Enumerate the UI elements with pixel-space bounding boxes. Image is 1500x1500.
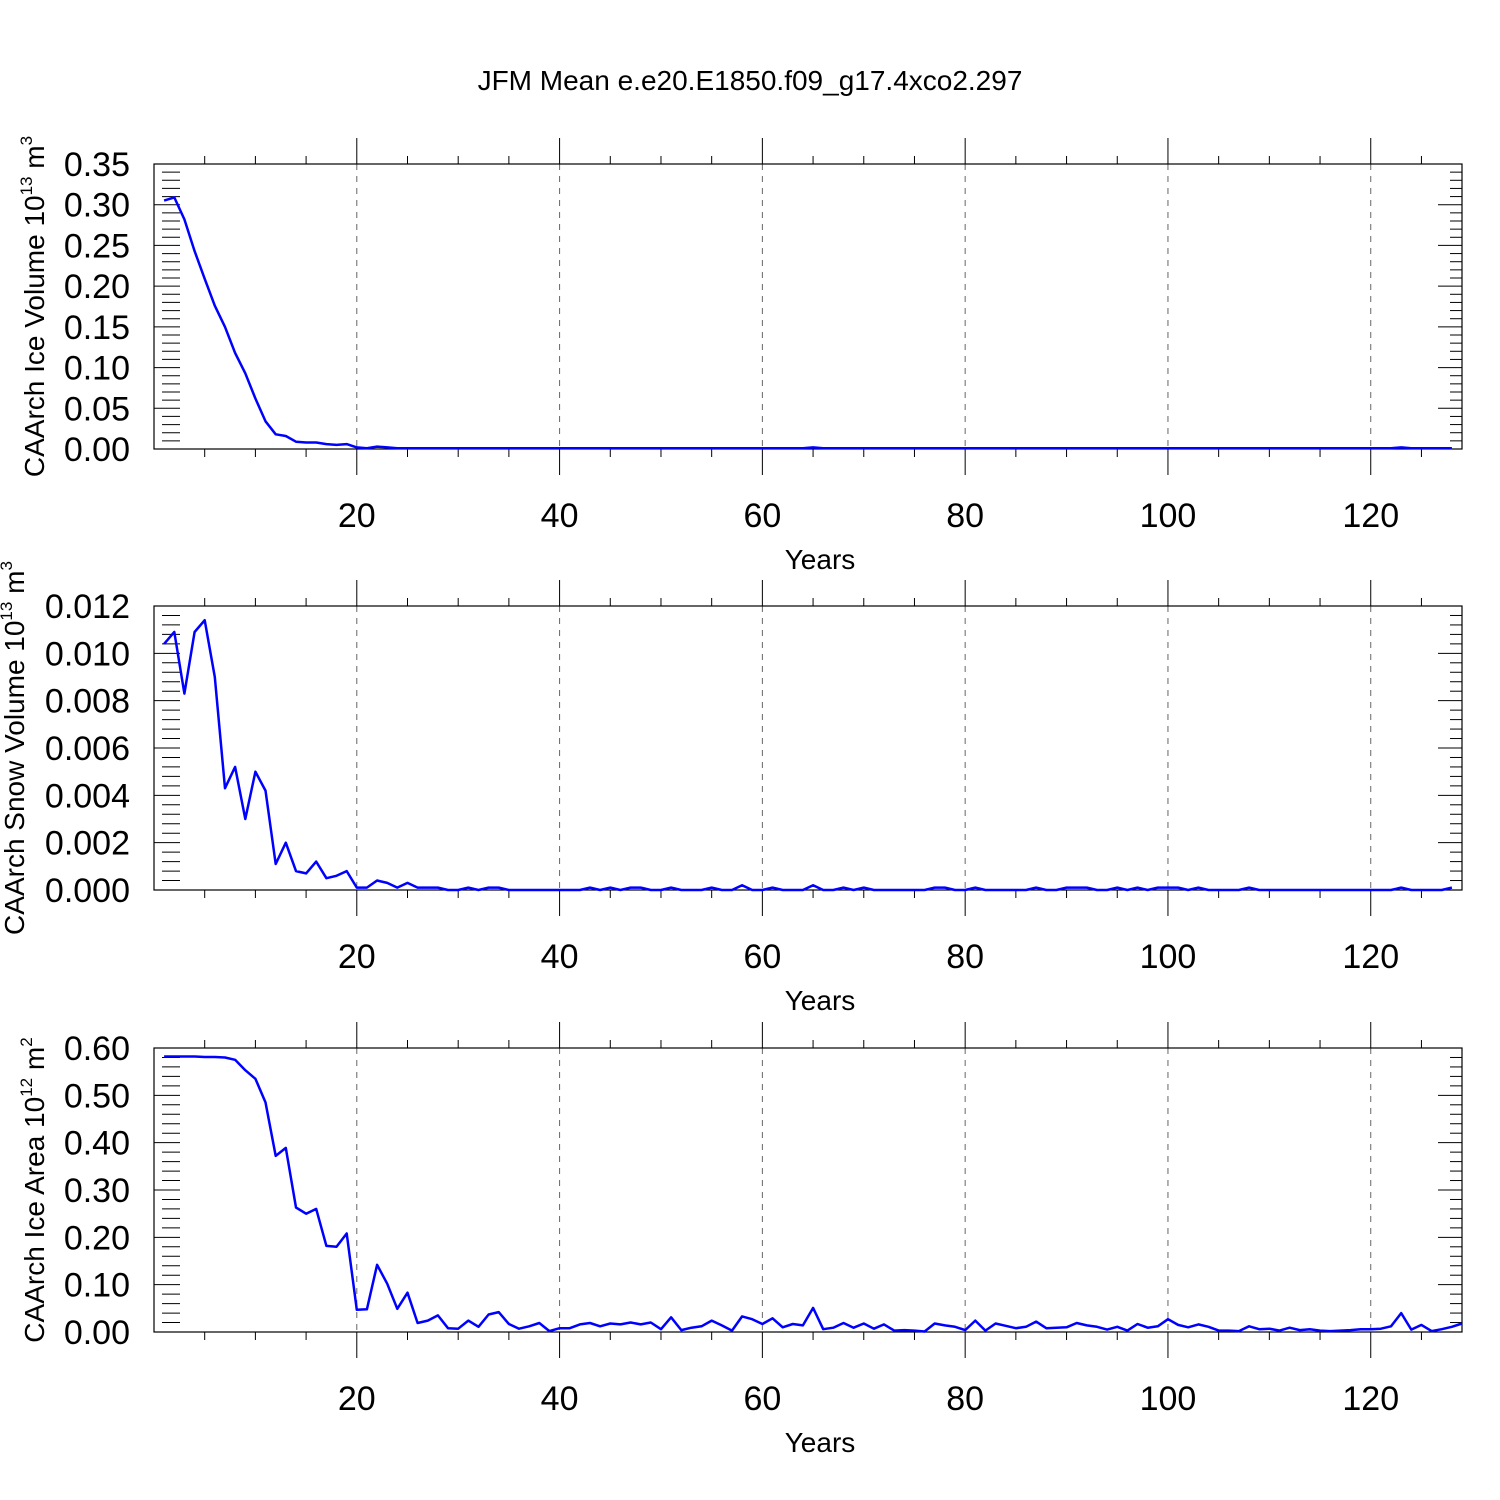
x-tick-label: 100 [1140, 938, 1197, 976]
y-tick-label: 0.00 [64, 431, 130, 469]
y-tick-label: 0.012 [45, 588, 130, 626]
plot-frame [153, 605, 1463, 891]
y-tick-label: 0.000 [45, 872, 130, 910]
x-tick-label: 60 [743, 1380, 781, 1418]
x-tick-label: 20 [338, 497, 376, 535]
y-tick-label: 0.20 [64, 268, 130, 306]
y-axis-title: CAArch Snow Volume 1013 m3 [0, 561, 30, 935]
chart-title: JFM Mean e.e20.E1850.f09_g17.4xco2.297 [478, 65, 1023, 96]
x-tick-label: 80 [946, 938, 984, 976]
x-tick-label: 40 [541, 1380, 579, 1418]
y-tick-label: 0.10 [64, 1267, 130, 1305]
y-tick-label: 0.10 [64, 350, 130, 388]
y-tick-label: 0.008 [45, 683, 130, 721]
y-tick-label: 0.010 [45, 635, 130, 673]
panel-2: 20 40 60 80 100 120 0.000 0.002 0.004 0.006 0.008 0… [0, 561, 1463, 1016]
x-axis-title: Years [785, 1427, 856, 1458]
y-tick-label: 0.00 [64, 1314, 130, 1352]
x-tick-label: 100 [1140, 497, 1197, 535]
panel-3: 20 40 60 80 100 120 0.00 0.10 0.20 0.30 0.40 0.50 0.… [17, 1022, 1463, 1458]
x-tick-label: 120 [1342, 497, 1399, 535]
x-axis-title: Years [785, 544, 856, 575]
y-tick-label: 0.35 [64, 146, 130, 184]
plot-frame [153, 1047, 1463, 1333]
y-tick-label: 0.25 [64, 227, 130, 265]
x-axis-title: Years [785, 985, 856, 1016]
series-line-1 [163, 196, 1452, 450]
series-line-1 [163, 618, 1453, 892]
x-tick-label: 60 [743, 497, 781, 535]
plot-frame [153, 163, 1463, 450]
panel-1: 20 40 60 80 100 1200.000.050.100.150.200.250.… [17, 136, 1463, 575]
x-tick-label: 80 [946, 497, 984, 535]
y-tick-label: 0.20 [64, 1219, 130, 1257]
x-tick-label: 120 [1342, 938, 1399, 976]
x-tick-label: 100 [1140, 1380, 1197, 1418]
y-tick-label: 0.40 [64, 1125, 130, 1163]
x-tick-label: 20 [338, 938, 376, 976]
x-tick-label: 40 [541, 938, 579, 976]
y-axis-title: CAArch Ice Area 1012 m2 [17, 1037, 50, 1342]
y-tick-label: 0.002 [45, 825, 130, 863]
y-tick-label: 0.05 [64, 390, 130, 428]
y-tick-label: 0.15 [64, 309, 130, 347]
y-tick-label: 0.30 [64, 187, 130, 225]
x-tick-label: 80 [946, 1380, 984, 1418]
x-tick-label: 20 [338, 1380, 376, 1418]
x-tick-label: 120 [1342, 1380, 1399, 1418]
y-axis-title: CAArch Ice Volume 1013 m3 [17, 136, 50, 477]
y-tick-label: 0.004 [45, 777, 130, 815]
series-line-1 [164, 1055, 1463, 1333]
y-tick-label: 0.60 [64, 1030, 130, 1068]
y-tick-label: 0.30 [64, 1172, 130, 1210]
y-tick-label: 0.50 [64, 1077, 130, 1115]
y-tick-label: 0.006 [45, 730, 130, 768]
x-tick-label: 40 [541, 497, 579, 535]
x-tick-label: 60 [743, 938, 781, 976]
